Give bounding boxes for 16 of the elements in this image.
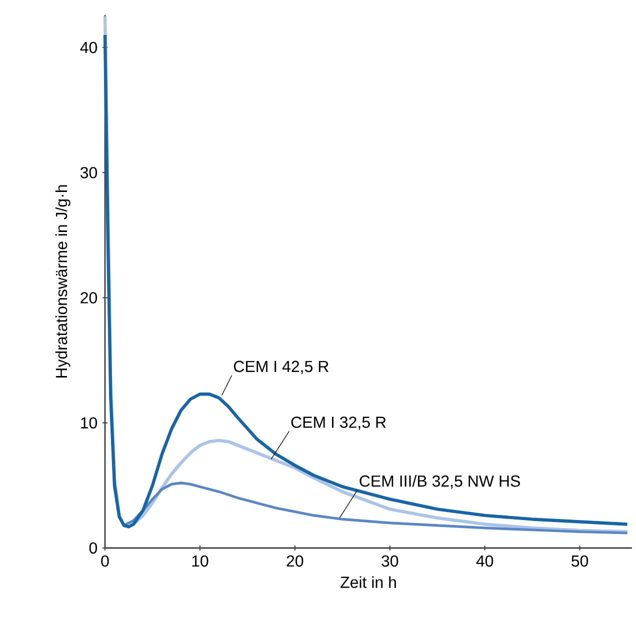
y-tick-label: 10 (81, 417, 98, 429)
annotation: CEM III/B 32,5 NW HS (360, 474, 520, 489)
annotation: CEM I 42,5 R (234, 360, 328, 374)
annotation: CEM I 32,5 R (291, 416, 386, 430)
x-tick-label: 0 (101, 555, 109, 567)
y-axis-title: Hydratationswärme in J/g·h (55, 185, 70, 378)
x-axis-title: Zeit in h (340, 576, 396, 588)
x-tick-label: 30 (382, 555, 398, 567)
x-tick-label: 10 (192, 555, 208, 567)
y-tick-label: 20 (80, 292, 98, 304)
y-tick-label: 40 (80, 42, 98, 54)
x-tick-label: 20 (286, 555, 304, 567)
y-tick-label: 30 (80, 166, 98, 178)
x-tick-label: 40 (476, 555, 494, 567)
y-tick-label: 0 (89, 542, 98, 554)
x-tick-label: 50 (572, 555, 588, 567)
